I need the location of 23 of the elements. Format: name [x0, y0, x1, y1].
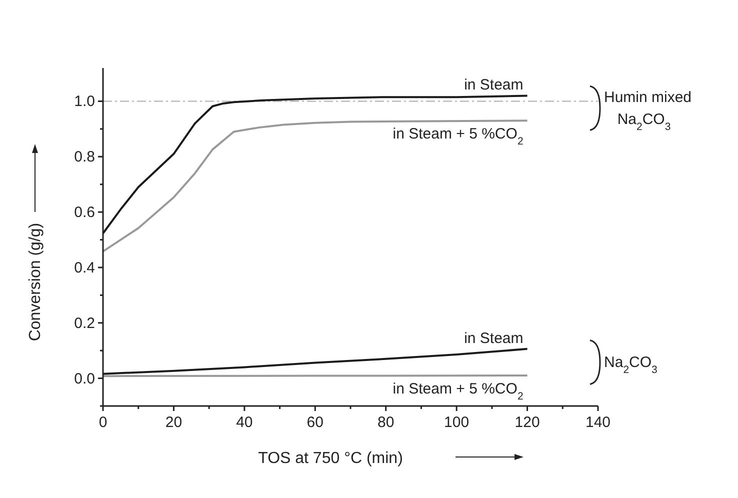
x-tick-label: 0 — [98, 414, 108, 431]
y-axis-title: Conversion (g/g) — [27, 222, 44, 342]
y-tick-label: 0.8 — [74, 148, 95, 166]
x-tick-label: 120 — [514, 414, 540, 431]
y-tick-label: 0.4 — [74, 259, 95, 276]
text: Humin mixed Na$_{2}$CO$_{3}$ — [604, 89, 692, 134]
series-label: in Steam — [464, 76, 524, 94]
y-tick-label: 0.0 — [74, 370, 95, 388]
x-tick-label: 100 — [444, 414, 470, 431]
y-tick-label: 1.0 — [74, 93, 95, 110]
x-tick-label: 140 — [585, 414, 611, 431]
series-label: in Steam — [464, 330, 524, 347]
y-tick-label: 0.2 — [74, 314, 95, 332]
x-tick-label: 60 — [306, 414, 324, 431]
series-label: in Steam + 5 %CO$_{2}$ — [392, 126, 524, 148]
x-tick-label: 80 — [378, 414, 394, 431]
x-tick-label: 20 — [165, 414, 182, 431]
x-tick-label: 40 — [236, 414, 253, 431]
x-axis-title: TOS at 750 °C (min) — [258, 450, 403, 467]
line-series — [102, 120, 528, 252]
series-label: in Steam + 5 %CO$_{2}$ — [392, 380, 524, 403]
y-tick-label: 0.6 — [74, 204, 95, 222]
text: Na$_{2}$CO$_{3}$ — [604, 354, 658, 376]
